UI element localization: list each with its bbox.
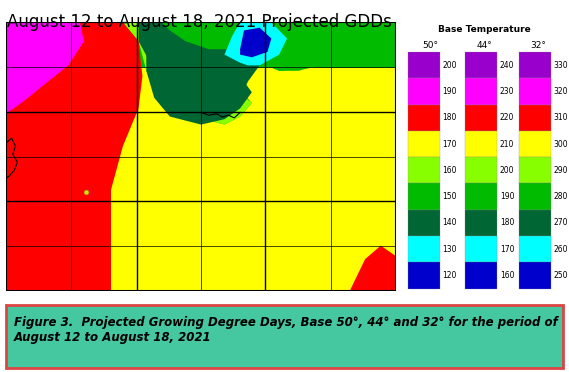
Bar: [408, 131, 439, 157]
Bar: [465, 236, 497, 262]
Text: 330: 330: [554, 61, 568, 70]
Text: 32°: 32°: [530, 41, 546, 50]
Text: 180: 180: [500, 218, 514, 227]
Bar: [519, 105, 551, 131]
Text: 170: 170: [443, 140, 457, 148]
Text: 230: 230: [500, 87, 514, 96]
Text: 260: 260: [554, 245, 568, 254]
Polygon shape: [240, 28, 271, 57]
Bar: [408, 210, 439, 236]
Bar: [519, 236, 551, 262]
Bar: [465, 157, 497, 183]
Polygon shape: [138, 22, 259, 114]
Text: 50°: 50°: [422, 41, 438, 50]
Polygon shape: [6, 22, 146, 291]
Bar: [465, 210, 497, 236]
Bar: [111, 68, 397, 291]
Bar: [465, 78, 497, 105]
Text: 320: 320: [554, 87, 568, 96]
Polygon shape: [123, 22, 397, 125]
Text: 160: 160: [500, 271, 514, 280]
Text: 300: 300: [554, 140, 568, 148]
Text: 200: 200: [443, 61, 457, 70]
Text: 220: 220: [500, 113, 514, 122]
Bar: [519, 78, 551, 105]
Bar: [519, 131, 551, 157]
Polygon shape: [146, 22, 252, 125]
Polygon shape: [349, 246, 397, 291]
Bar: [519, 262, 551, 289]
Text: 170: 170: [500, 245, 514, 254]
Bar: [408, 236, 439, 262]
Polygon shape: [6, 22, 84, 114]
Text: 160: 160: [443, 166, 457, 175]
Text: 310: 310: [554, 113, 568, 122]
Bar: [408, 78, 439, 105]
Bar: [519, 210, 551, 236]
Bar: [111, 22, 397, 68]
Text: August 12 to August 18, 2021 Projected GDDs: August 12 to August 18, 2021 Projected G…: [7, 13, 391, 31]
Bar: [519, 157, 551, 183]
Text: 190: 190: [500, 192, 514, 201]
Bar: [465, 131, 497, 157]
Text: Base Temperature: Base Temperature: [438, 25, 530, 34]
Text: 190: 190: [443, 87, 457, 96]
Polygon shape: [123, 22, 252, 125]
Polygon shape: [123, 22, 248, 114]
Bar: [408, 52, 439, 78]
Bar: [408, 262, 439, 289]
Text: 44°: 44°: [476, 41, 492, 50]
Text: 150: 150: [443, 192, 457, 201]
Text: 120: 120: [443, 271, 457, 280]
Polygon shape: [224, 22, 287, 65]
Text: 130: 130: [443, 245, 457, 254]
Bar: [519, 183, 551, 210]
Bar: [465, 262, 497, 289]
Text: 200: 200: [500, 166, 514, 175]
Text: 210: 210: [500, 140, 514, 148]
Polygon shape: [6, 22, 142, 291]
FancyBboxPatch shape: [6, 305, 563, 368]
Polygon shape: [123, 22, 397, 71]
Text: 280: 280: [554, 192, 568, 201]
Bar: [408, 183, 439, 210]
Bar: [519, 52, 551, 78]
Text: 240: 240: [500, 61, 514, 70]
Bar: [115, 65, 397, 291]
Text: 270: 270: [554, 218, 568, 227]
Text: Figure 3.  Projected Growing Degree Days, Base 50°, 44° and 32° for the period o: Figure 3. Projected Growing Degree Days,…: [14, 316, 558, 344]
Bar: [408, 157, 439, 183]
Text: 250: 250: [554, 271, 568, 280]
Bar: [408, 105, 439, 131]
Text: 180: 180: [443, 113, 457, 122]
Bar: [465, 105, 497, 131]
Bar: [465, 183, 497, 210]
Text: 140: 140: [443, 218, 457, 227]
Polygon shape: [6, 22, 84, 108]
Text: 290: 290: [554, 166, 568, 175]
Bar: [465, 52, 497, 78]
